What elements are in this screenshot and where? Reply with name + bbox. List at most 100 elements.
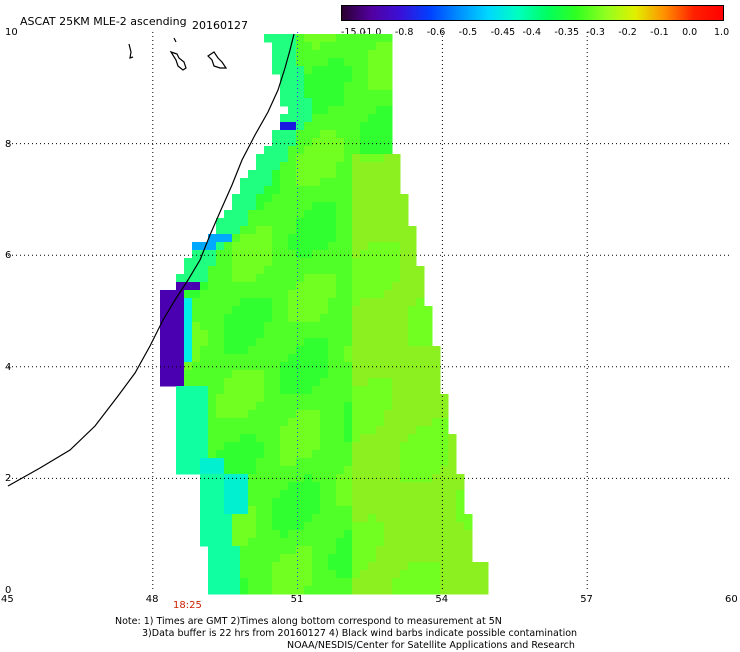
wind-cell bbox=[400, 202, 409, 211]
wind-cell bbox=[304, 426, 313, 435]
wind-cell bbox=[376, 266, 385, 275]
wind-cell bbox=[320, 354, 329, 363]
wind-cell bbox=[200, 402, 209, 411]
wind-cell bbox=[320, 330, 329, 339]
wind-cell bbox=[296, 394, 305, 403]
wind-cell bbox=[176, 410, 185, 419]
wind-cell bbox=[328, 378, 337, 387]
wind-cell bbox=[272, 274, 281, 283]
wind-cell bbox=[384, 226, 393, 235]
wind-cell bbox=[408, 466, 417, 475]
wind-cell bbox=[336, 74, 345, 83]
wind-cell bbox=[224, 482, 233, 491]
wind-cell bbox=[328, 34, 337, 43]
wind-cell bbox=[400, 530, 409, 539]
wind-cell bbox=[304, 210, 313, 219]
wind-cell bbox=[264, 570, 273, 579]
wind-cell bbox=[336, 314, 345, 323]
wind-cell bbox=[272, 538, 281, 547]
wind-cell bbox=[272, 154, 281, 163]
wind-cell bbox=[368, 170, 377, 179]
wind-cell bbox=[432, 346, 441, 355]
wind-cell bbox=[344, 546, 353, 555]
wind-cell bbox=[240, 322, 249, 331]
wind-cell bbox=[288, 258, 297, 267]
wind-cell bbox=[400, 570, 409, 579]
wind-cell bbox=[312, 298, 321, 307]
wind-cell bbox=[272, 450, 281, 459]
wind-cell bbox=[288, 122, 297, 131]
wind-cell bbox=[184, 330, 193, 339]
wind-cell bbox=[280, 298, 289, 307]
wind-cell bbox=[280, 130, 289, 139]
wind-cell bbox=[264, 218, 273, 227]
wind-cell bbox=[288, 282, 297, 291]
wind-cell bbox=[280, 218, 289, 227]
wind-cell bbox=[240, 466, 249, 475]
wind-cell bbox=[384, 186, 393, 195]
wind-cell bbox=[304, 434, 313, 443]
wind-cell bbox=[432, 482, 441, 491]
wind-cell bbox=[224, 370, 233, 379]
wind-cell bbox=[208, 258, 217, 267]
wind-cell bbox=[344, 442, 353, 451]
wind-cell bbox=[320, 138, 329, 147]
wind-cell bbox=[184, 282, 193, 291]
wind-cell bbox=[312, 178, 321, 187]
wind-cell bbox=[336, 418, 345, 427]
wind-cell bbox=[232, 314, 241, 323]
map-date: 20160127 bbox=[192, 19, 248, 32]
wind-cell bbox=[344, 194, 353, 203]
wind-cell bbox=[336, 538, 345, 547]
wind-cell bbox=[248, 338, 257, 347]
wind-cell bbox=[360, 538, 369, 547]
wind-cell bbox=[416, 586, 425, 595]
wind-cell bbox=[272, 586, 281, 595]
wind-cell bbox=[384, 506, 393, 515]
wind-cell bbox=[256, 554, 265, 563]
wind-cell bbox=[176, 354, 185, 363]
wind-cell bbox=[352, 306, 361, 315]
wind-cell bbox=[288, 250, 297, 259]
wind-cell bbox=[344, 250, 353, 259]
wind-cell bbox=[312, 386, 321, 395]
wind-cell bbox=[240, 314, 249, 323]
wind-cell bbox=[400, 234, 409, 243]
wind-cell bbox=[280, 530, 289, 539]
wind-cell bbox=[208, 458, 217, 467]
wind-cell bbox=[424, 330, 433, 339]
wind-cell bbox=[176, 458, 185, 467]
wind-cell bbox=[256, 394, 265, 403]
wind-cell bbox=[312, 498, 321, 507]
wind-cell bbox=[232, 514, 241, 523]
wind-cell bbox=[384, 570, 393, 579]
wind-cell bbox=[376, 50, 385, 59]
wind-cell bbox=[336, 586, 345, 595]
wind-cell bbox=[312, 482, 321, 491]
wind-cell bbox=[368, 250, 377, 259]
wind-cell bbox=[248, 250, 257, 259]
wind-cell bbox=[424, 466, 433, 475]
wind-cell bbox=[272, 50, 281, 59]
wind-cell bbox=[312, 442, 321, 451]
wind-cell bbox=[384, 202, 393, 211]
wind-cell bbox=[320, 266, 329, 275]
wind-cell bbox=[384, 346, 393, 355]
wind-cell bbox=[264, 314, 273, 323]
wind-cell bbox=[240, 290, 249, 299]
wind-cell bbox=[304, 306, 313, 315]
wind-cell bbox=[312, 98, 321, 107]
wind-cell bbox=[384, 170, 393, 179]
wind-cell bbox=[352, 210, 361, 219]
wind-cell bbox=[432, 378, 441, 387]
islands bbox=[128, 37, 228, 71]
wind-cell bbox=[280, 114, 289, 123]
wind-cell bbox=[256, 210, 265, 219]
wind-cell bbox=[440, 466, 449, 475]
wind-cell bbox=[256, 234, 265, 243]
wind-cell bbox=[248, 482, 257, 491]
wind-cell bbox=[360, 514, 369, 523]
wind-cell bbox=[368, 402, 377, 411]
wind-cell bbox=[376, 378, 385, 387]
wind-cell bbox=[432, 490, 441, 499]
